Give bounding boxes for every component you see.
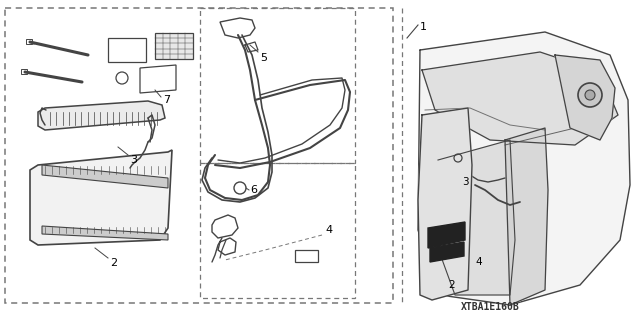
Polygon shape	[428, 222, 465, 248]
Text: 3: 3	[130, 155, 137, 165]
Text: XTBA1E160B: XTBA1E160B	[461, 302, 520, 312]
Text: 5: 5	[260, 53, 267, 63]
Polygon shape	[435, 140, 515, 295]
Bar	[200, 163, 355, 298]
Polygon shape	[30, 150, 172, 245]
Bar	[5, 8, 393, 303]
Polygon shape	[422, 52, 618, 145]
Bar	[21, 69, 27, 74]
Polygon shape	[42, 226, 168, 240]
Text: 2: 2	[110, 258, 117, 268]
Bar	[295, 250, 318, 262]
Bar	[155, 33, 193, 59]
Polygon shape	[505, 128, 548, 305]
Text: 7: 7	[163, 95, 170, 105]
Text: 4: 4	[325, 225, 332, 235]
Polygon shape	[42, 165, 168, 188]
Polygon shape	[418, 32, 630, 305]
Bar	[108, 38, 146, 62]
Text: 2: 2	[448, 280, 454, 290]
Circle shape	[585, 90, 595, 100]
Polygon shape	[418, 108, 472, 300]
Text: 6: 6	[250, 185, 257, 195]
Text: 4: 4	[475, 257, 482, 267]
Text: 1: 1	[420, 22, 427, 32]
Polygon shape	[38, 101, 165, 130]
Bar	[200, 8, 355, 163]
Polygon shape	[555, 55, 615, 140]
Bar	[26, 39, 32, 44]
Polygon shape	[430, 242, 464, 262]
Text: 3: 3	[462, 177, 468, 187]
Circle shape	[578, 83, 602, 107]
